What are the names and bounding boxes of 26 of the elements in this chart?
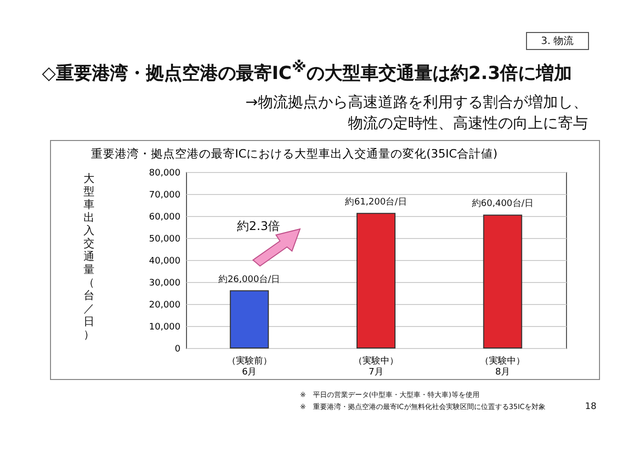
x-tick-label: （実験中） 8月 [480, 356, 526, 378]
y-tick-label: 60,000 [149, 212, 181, 222]
y-tick-label: 10,000 [149, 322, 181, 332]
y-tick-label: 70,000 [149, 190, 181, 200]
bar [230, 290, 269, 348]
text: →物流拠点から高速道路を利用する割合が増加し、 [245, 93, 588, 112]
y-tick-label: 50,000 [149, 234, 181, 244]
data-label: 約60,400台/日 [472, 198, 534, 210]
bar [483, 214, 522, 348]
chart-title: 重要港湾・拠点空港の最寄ICにおける大型車出入交通量の変化(35IC合計値) [91, 146, 498, 160]
data-label: 約26,000台/日 [218, 274, 280, 285]
text: 物流の定時性、高速性の向上に寄与 [348, 114, 588, 133]
y-tick-label: 40,000 [149, 256, 181, 266]
y-tick-label: 30,000 [149, 278, 181, 288]
y-tick-label: 80,000 [149, 168, 181, 178]
bar [356, 212, 396, 348]
text: 3. 物流 [526, 32, 589, 50]
x-tick-label: （実験前） 6月 [226, 356, 272, 378]
y-tick-label: 20,000 [149, 300, 181, 310]
text: ◇重要港湾・拠点空港の最寄IC$^{※}$の大型車交通量は約2.3倍に増加 [42, 58, 572, 85]
annotation: 約2.3倍 [237, 218, 280, 235]
data-label: 約61,200台/日 [345, 196, 407, 208]
x-tick-label: （実験中） 7月 [354, 356, 398, 378]
y-tick-label: 0 [174, 344, 181, 354]
text: 18 [585, 402, 596, 412]
text: 大型車出入交通量（台／日） [84, 172, 94, 341]
